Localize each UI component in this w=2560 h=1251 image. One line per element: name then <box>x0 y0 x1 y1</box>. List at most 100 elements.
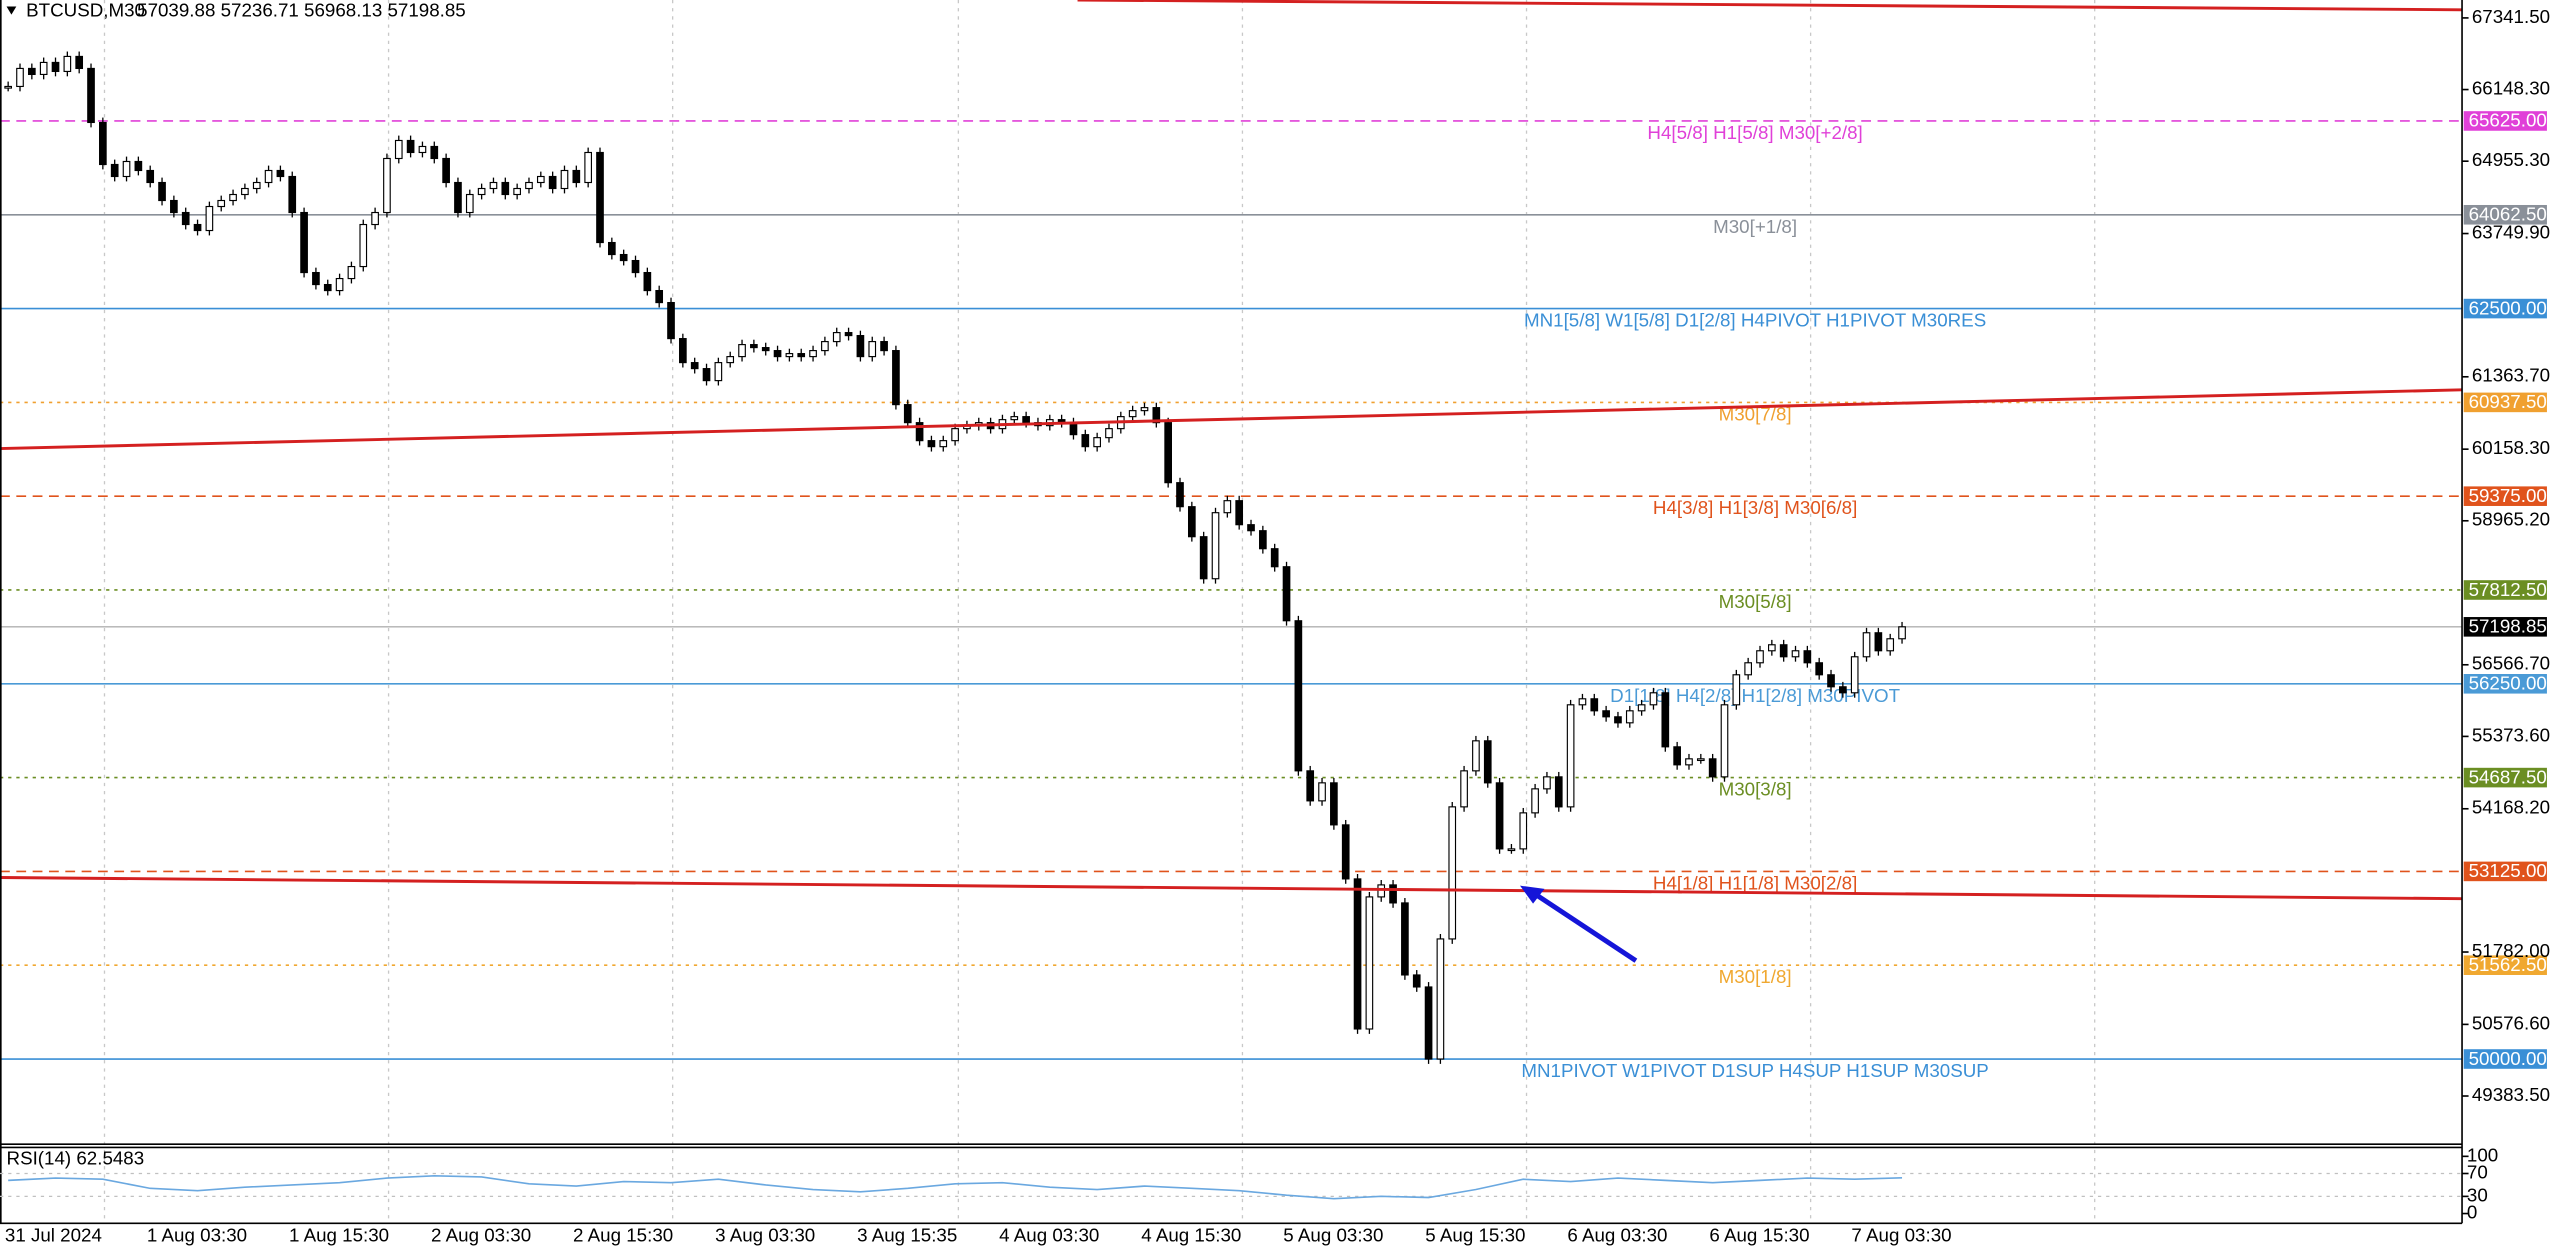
y-tick-label: 56566.70 <box>2472 653 2550 674</box>
level-label: D1[1/8] H4[2/8] H1[2/8] M30PIVOT <box>1610 685 1900 706</box>
candle <box>454 181 462 214</box>
candle <box>1353 878 1362 1030</box>
x-tick-label: 1 Aug 15:30 <box>289 1224 389 1245</box>
y-tick-label: 67341.50 <box>2472 6 2550 27</box>
y-tick-label: 50576.60 <box>2472 1012 2550 1033</box>
candle <box>832 332 841 343</box>
price-tag <box>2463 486 2547 506</box>
y-tick-label: 54168.20 <box>2472 797 2550 818</box>
price-tag <box>2463 298 2547 319</box>
candle <box>1874 632 1883 652</box>
candle <box>1590 698 1599 712</box>
price-tag <box>2463 861 2547 882</box>
candle <box>1424 986 1433 1060</box>
candle <box>690 362 699 370</box>
trendline <box>0 876 2463 901</box>
candle <box>1294 620 1303 772</box>
candle <box>193 223 202 232</box>
candle <box>241 187 249 196</box>
candle <box>1483 740 1492 784</box>
price-tag-label: 64062.50 <box>2469 204 2547 225</box>
candle <box>323 283 332 292</box>
candle <box>1223 500 1232 514</box>
candle <box>903 404 912 424</box>
candle <box>1779 644 1788 658</box>
candle <box>513 187 521 196</box>
candle <box>525 181 533 190</box>
candle <box>821 341 829 352</box>
x-tick-label: 7 Aug 03:30 <box>1851 1224 1951 1245</box>
candle <box>264 169 273 184</box>
candle <box>1318 782 1326 802</box>
level-label: M30[+1/8] <box>1713 216 1797 237</box>
candle <box>1827 674 1835 688</box>
price-tag <box>2463 617 2547 637</box>
candle <box>1365 896 1374 1030</box>
arrow-shaft <box>1533 891 1638 963</box>
price-tag-label: 50000.00 <box>2469 1048 2547 1069</box>
symbol-menu-icon[interactable] <box>6 6 17 15</box>
candle <box>1460 770 1468 808</box>
candle <box>1685 758 1693 766</box>
candle <box>229 193 237 202</box>
candle <box>1602 710 1610 718</box>
x-tick-label: 4 Aug 15:30 <box>1141 1224 1241 1245</box>
candle <box>1507 848 1516 852</box>
y-tick-label: 49383.50 <box>2472 1084 2550 1105</box>
candle <box>394 139 403 160</box>
candle <box>1768 644 1776 652</box>
candle <box>1306 770 1315 802</box>
candle <box>1259 530 1267 550</box>
level-label: M30[3/8] <box>1719 779 1792 800</box>
candle <box>1531 788 1539 814</box>
candle <box>51 61 60 73</box>
candle <box>1732 674 1741 706</box>
price-tag-label: 65625.00 <box>2469 110 2547 131</box>
candle <box>1247 524 1255 532</box>
candle <box>300 211 308 274</box>
candle <box>750 344 758 349</box>
price-tag-label: 54687.50 <box>2469 766 2547 787</box>
price-tag <box>2463 392 2547 413</box>
candle <box>1839 686 1847 694</box>
candle <box>915 422 924 442</box>
arrow-head <box>1520 885 1545 904</box>
candle <box>28 67 36 76</box>
candle <box>122 160 131 178</box>
arrow <box>1520 885 1638 963</box>
candle <box>1803 650 1812 664</box>
rsi-tick-label: 100 <box>2467 1144 2498 1165</box>
candle <box>1649 692 1658 706</box>
candle <box>1211 512 1220 580</box>
candle <box>158 181 166 202</box>
candle <box>927 440 936 448</box>
candle <box>1815 662 1824 676</box>
price-tag <box>2463 1049 2547 1069</box>
candle <box>702 368 711 382</box>
candle <box>679 338 687 364</box>
candle <box>596 151 604 244</box>
x-tick-label: 5 Aug 15:30 <box>1425 1224 1525 1245</box>
candle <box>1720 704 1729 778</box>
price-tag <box>2463 204 2547 225</box>
candle <box>1093 437 1101 448</box>
candle <box>584 151 592 184</box>
trendline <box>0 388 2463 451</box>
candle <box>1673 746 1681 766</box>
candle <box>1495 782 1504 850</box>
x-tick-label: 6 Aug 15:30 <box>1709 1224 1809 1245</box>
candle <box>16 67 24 88</box>
candle <box>217 199 226 208</box>
price-tag-label: 53125.00 <box>2469 860 2547 881</box>
candle <box>1448 806 1457 940</box>
candle <box>951 428 959 442</box>
candle <box>1341 824 1350 880</box>
candle <box>880 341 888 352</box>
price-tag <box>2463 767 2547 788</box>
candle <box>418 145 427 154</box>
candle <box>655 289 664 304</box>
y-tick-label: 58965.20 <box>2472 509 2550 530</box>
level-label: M30[5/8] <box>1719 591 1792 612</box>
candle <box>312 271 320 286</box>
